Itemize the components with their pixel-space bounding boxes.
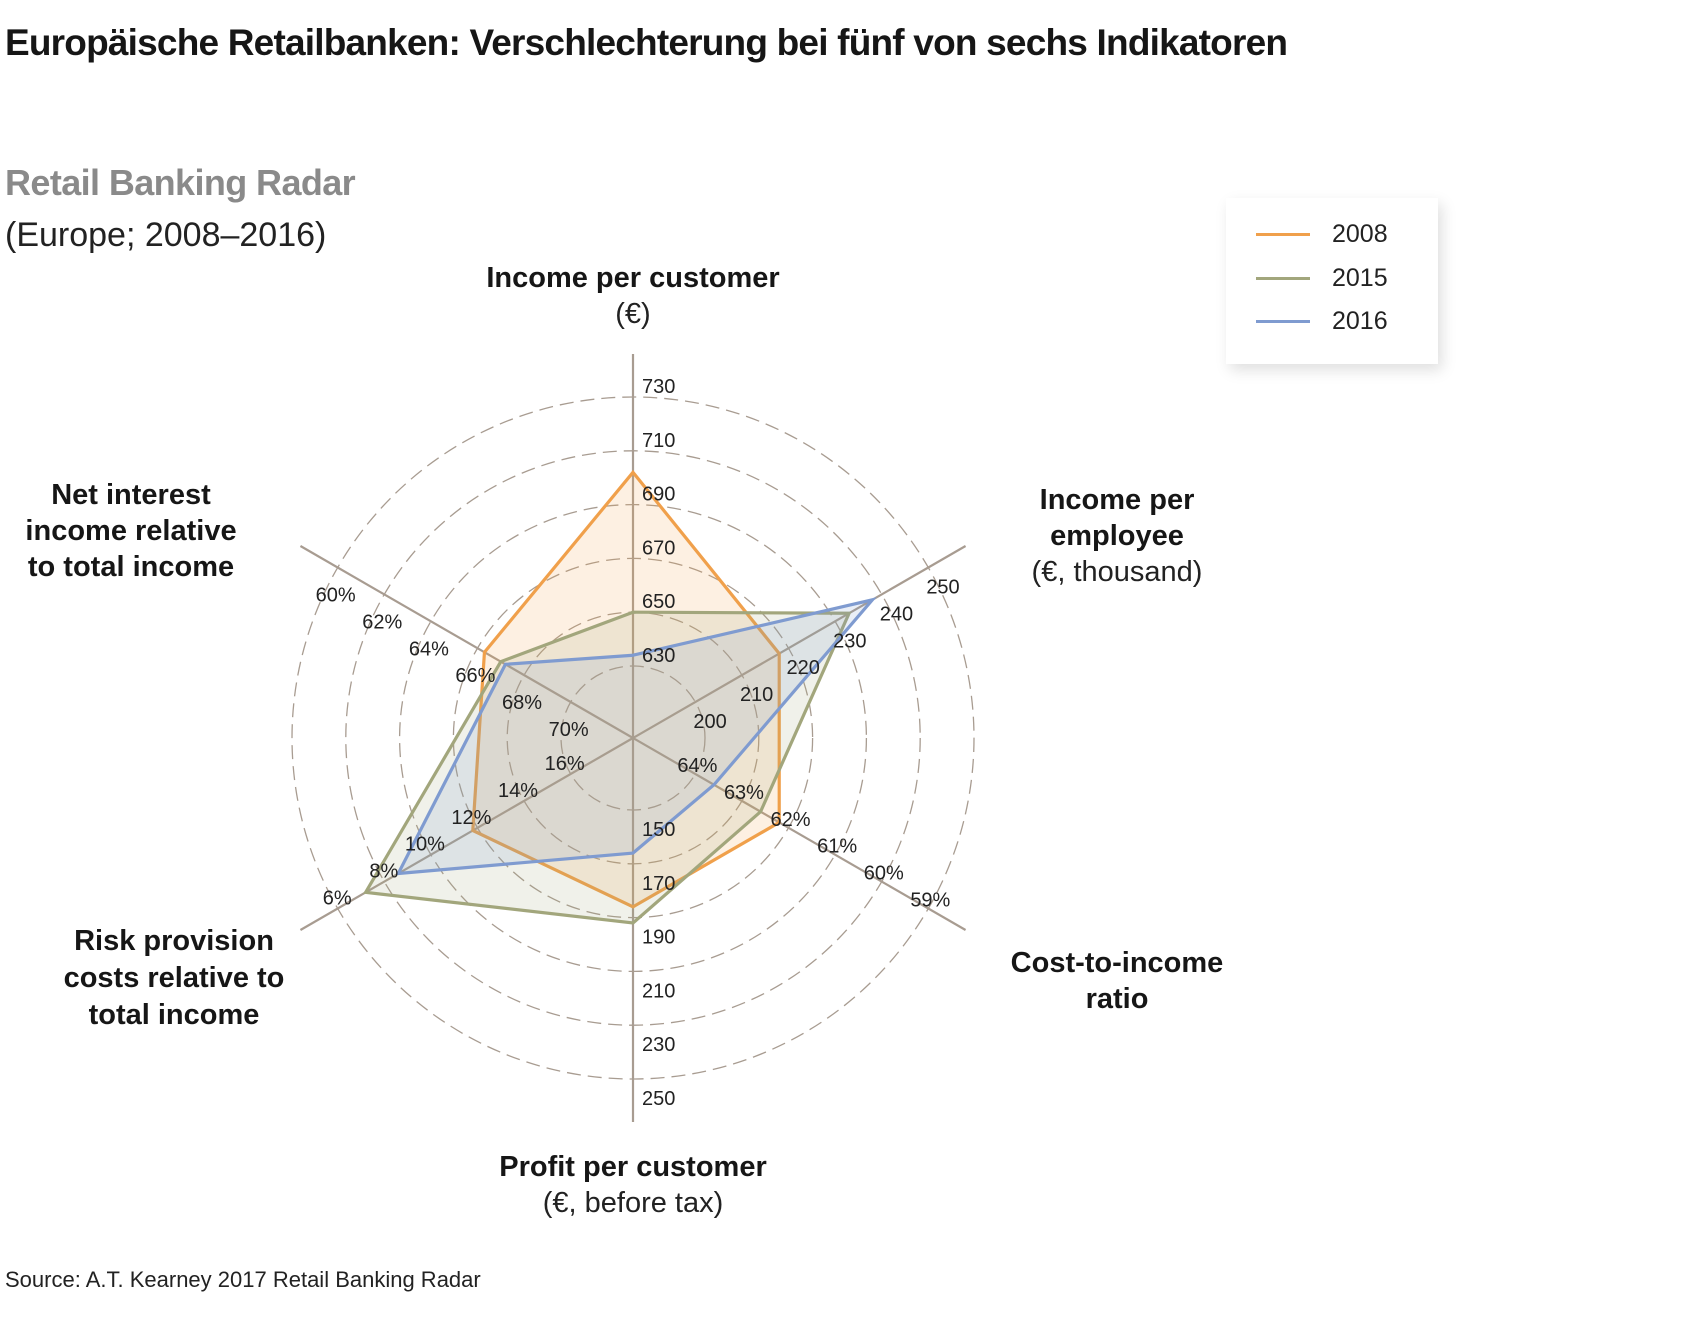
tick-label: 14% [498, 780, 538, 802]
tick-label: 64% [409, 638, 449, 660]
tick-label: 710 [642, 430, 675, 452]
axis-subtitle-income_per_employee: (€, thousand) [1032, 556, 1203, 588]
tick-label: 250 [926, 577, 959, 599]
tick-label: 650 [642, 591, 675, 613]
tick-label: 670 [642, 537, 675, 559]
axis-line-cost_to_income [632, 737, 967, 931]
axis-title-net_interest_income: income relative [25, 515, 236, 547]
tick-label: 250 [642, 1088, 675, 1110]
tick-label: 66% [455, 665, 495, 687]
axis-title-profit_per_customer: Profit per customer [499, 1151, 767, 1183]
axis-title-income_per_customer: Income per customer [486, 262, 779, 294]
axis-title-net_interest_income: Net interest [51, 479, 211, 511]
chart-title: Retail Banking Radar [5, 162, 356, 203]
page-title: Europäische Retailbanken: Verschlechteru… [5, 22, 1288, 63]
axis-subtitle-income_per_customer: (€) [615, 298, 650, 330]
tick-label: 230 [833, 630, 866, 652]
tick-label: 630 [642, 645, 675, 667]
axis-title-net_interest_income: to total income [28, 551, 234, 583]
tick-label: 10% [405, 834, 445, 856]
tick-label: 150 [642, 819, 675, 841]
axis-line-risk_provision [299, 737, 634, 931]
tick-label: 8% [369, 861, 398, 883]
legend-swatch [1256, 319, 1310, 323]
axis-line-net_interest_income [299, 545, 634, 739]
tick-label: 63% [724, 782, 764, 804]
axis-title-risk_provision: costs relative to [64, 962, 285, 994]
tick-label: 16% [545, 753, 585, 775]
axis-titles: Income per customer (€) Income per employee… [25, 262, 1223, 1219]
axis-line-income_per_employee [632, 545, 967, 739]
legend-item-2015[interactable]: 2015 [1256, 263, 1388, 293]
tick-label: 61% [817, 836, 857, 858]
tick-label: 210 [740, 684, 773, 706]
tick-label: 70% [549, 719, 589, 741]
tick-label: 240 [880, 603, 913, 625]
tick-label: 62% [362, 611, 402, 633]
tick-label: 62% [771, 809, 811, 831]
tick-label: 190 [642, 927, 675, 949]
legend-swatch [1256, 232, 1310, 236]
tick-label: 200 [693, 711, 726, 733]
tick-label: 60% [316, 585, 356, 607]
axis-title-cost_to_income: ratio [1086, 983, 1149, 1015]
tick-label: 170 [642, 873, 675, 895]
source-note: Source: A.T. Kearney 2017 Retail Banking… [5, 1267, 481, 1292]
tick-label: 60% [864, 863, 904, 885]
series-polygons [363, 469, 877, 925]
legend: 2008 2015 2016 [1226, 198, 1438, 364]
tick-label: 220 [787, 657, 820, 679]
tick-label: 210 [642, 980, 675, 1002]
axis-title-risk_provision: total income [89, 999, 260, 1031]
legend-label: 2016 [1332, 306, 1388, 335]
chart-subtitle: (Europe; 2008–2016) [5, 216, 327, 254]
legend-item-2008[interactable]: 2008 [1256, 219, 1388, 249]
tick-label: 64% [677, 755, 717, 777]
legend-item-2016[interactable]: 2016 [1256, 306, 1388, 336]
legend-label: 2008 [1332, 219, 1388, 248]
tick-label: 230 [642, 1034, 675, 1056]
tick-labels: 630 650 670 690 710 730 200 210 220 230 240 250 64% 6… [316, 376, 960, 1110]
tick-label: 59% [910, 890, 950, 912]
tick-label: 690 [642, 484, 675, 506]
tick-label: 68% [502, 692, 542, 714]
axis-title-cost_to_income: Cost-to-income [1011, 947, 1224, 979]
tick-label: 730 [642, 376, 675, 398]
axis-title-risk_provision: Risk provision [74, 925, 274, 957]
axis-title-income_per_employee: Income per [1040, 484, 1195, 516]
legend-label: 2015 [1332, 263, 1388, 292]
axis-subtitle-profit_per_customer: (€, before tax) [543, 1187, 724, 1219]
tick-label: 6% [323, 888, 352, 910]
legend-swatch [1256, 276, 1310, 280]
tick-label: 12% [451, 807, 491, 829]
axis-title-income_per_employee: employee [1050, 520, 1184, 552]
axes [299, 354, 967, 1122]
